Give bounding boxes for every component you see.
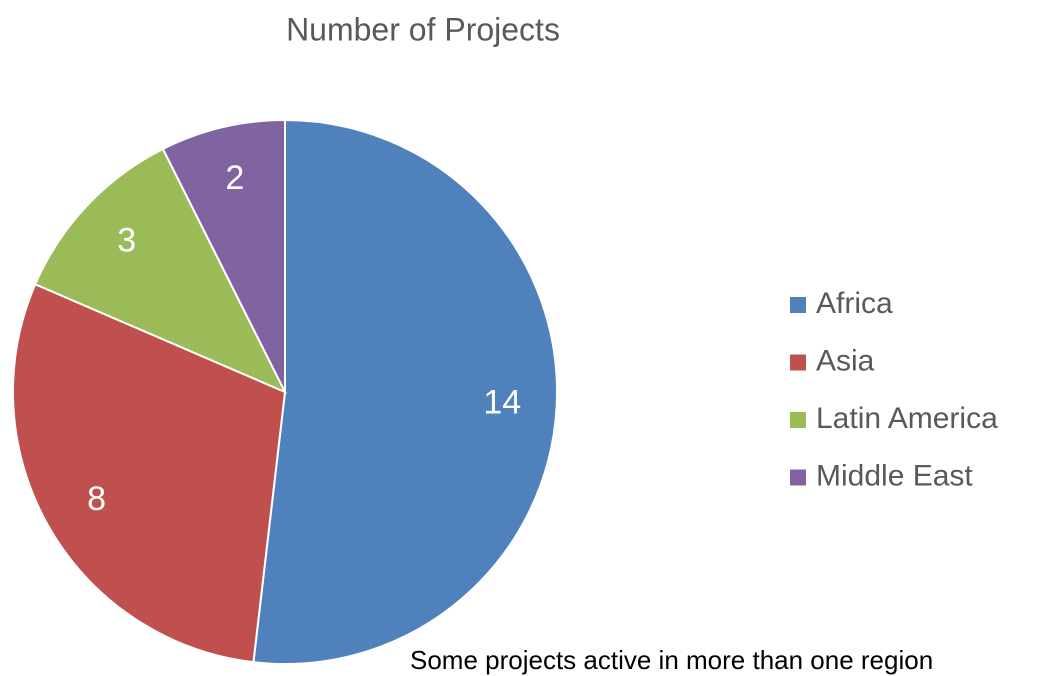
pie-slice [252, 118, 558, 665]
legend-label: Middle East [816, 459, 973, 492]
data-label: 3 [117, 222, 136, 260]
data-label: 2 [225, 159, 244, 197]
data-label: 14 [483, 384, 521, 422]
legend-swatch [790, 354, 806, 371]
data-label: 8 [87, 480, 106, 518]
chart-title: Number of Projects [286, 11, 560, 47]
legend-label: Latin America [816, 402, 998, 435]
pie-slice [33, 147, 288, 395]
legend-label: Africa [816, 287, 893, 320]
annotation: Some projects active in more than one re… [410, 645, 933, 675]
legend-label: Asia [816, 344, 875, 377]
pie-slice [12, 282, 287, 664]
pie-slice [161, 118, 286, 393]
legend-swatch [790, 297, 806, 313]
legend-swatch [790, 469, 806, 486]
legend-swatch [790, 412, 806, 428]
